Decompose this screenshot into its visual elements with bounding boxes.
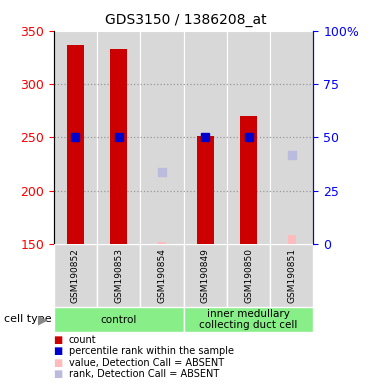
Text: ▶: ▶ [38,313,47,326]
Text: rank, Detection Call = ABSENT: rank, Detection Call = ABSENT [69,369,219,379]
Bar [197,136,214,244]
Text: control: control [101,314,137,325]
Bar [140,244,184,307]
Text: ■: ■ [53,358,62,368]
Bar [140,31,184,244]
Text: GDS3150 / 1386208_at: GDS3150 / 1386208_at [105,13,266,27]
Bar [184,31,227,244]
Bar [184,307,313,332]
Bar [67,45,84,244]
Bar [97,244,140,307]
Text: GSM190851: GSM190851 [288,248,296,303]
Text: percentile rank within the sample: percentile rank within the sample [69,346,234,356]
Bar [54,307,184,332]
Bar [288,235,296,244]
Text: GSM190852: GSM190852 [71,248,80,303]
Text: GSM190854: GSM190854 [158,248,167,303]
Bar [227,244,270,307]
Bar [97,31,140,244]
Text: ■: ■ [53,335,62,345]
Text: count: count [69,335,96,345]
Text: GSM190850: GSM190850 [244,248,253,303]
Text: ■: ■ [53,369,62,379]
Text: GSM190853: GSM190853 [114,248,123,303]
Text: GSM190849: GSM190849 [201,248,210,303]
Bar [54,244,97,307]
Bar [158,242,166,244]
Text: inner medullary
collecting duct cell: inner medullary collecting duct cell [199,309,298,331]
Bar [240,116,257,244]
Text: cell type: cell type [4,314,51,324]
Text: value, Detection Call = ABSENT: value, Detection Call = ABSENT [69,358,224,368]
Bar [184,244,227,307]
Bar [54,31,97,244]
Bar [270,31,313,244]
Bar [227,31,270,244]
Bar [111,49,127,244]
Bar [270,244,313,307]
Text: ■: ■ [53,346,62,356]
